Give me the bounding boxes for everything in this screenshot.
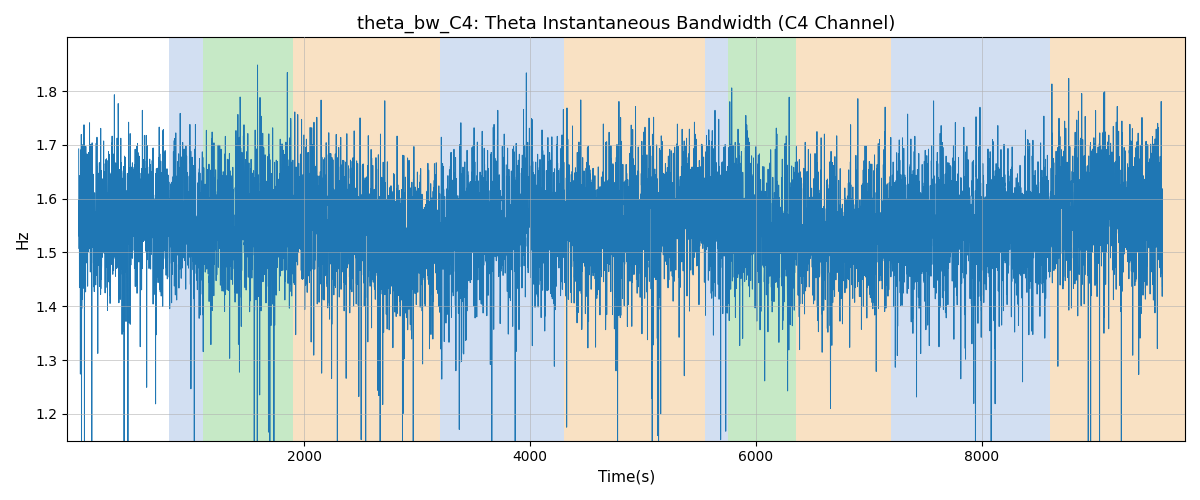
Bar: [728, 38, 796, 440]
X-axis label: Time(s): Time(s): [598, 470, 655, 485]
Y-axis label: Hz: Hz: [16, 230, 30, 249]
Bar: [1050, 38, 1186, 440]
Bar: [440, 38, 564, 440]
Bar: [564, 38, 706, 440]
Title: theta_bw_C4: Theta Instantaneous Bandwidth (C4 Channel): theta_bw_C4: Theta Instantaneous Bandwid…: [358, 15, 895, 34]
Bar: [706, 38, 728, 440]
Bar: [169, 38, 203, 440]
Bar: [796, 38, 892, 440]
Bar: [293, 38, 440, 440]
Bar: [892, 38, 1050, 440]
Bar: [203, 38, 293, 440]
